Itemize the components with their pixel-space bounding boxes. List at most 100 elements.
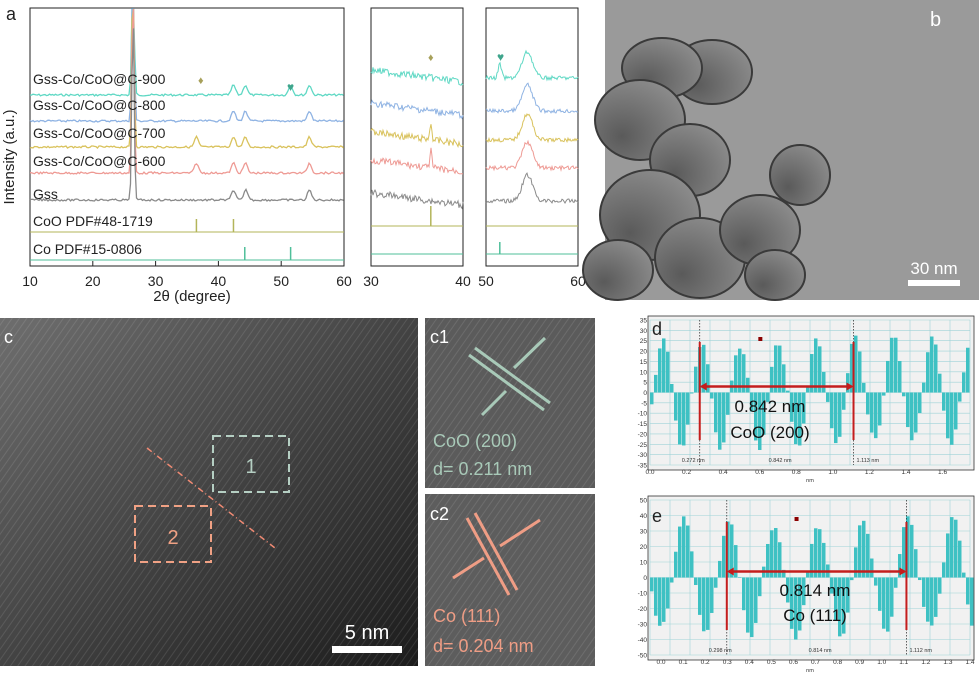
- profile-bar: [858, 525, 862, 578]
- profile-bar: [914, 392, 918, 433]
- profile-bar: [850, 343, 854, 393]
- y-tick-label: 0: [643, 575, 647, 582]
- profile-bar: [890, 577, 894, 617]
- profile-bar: [790, 577, 794, 629]
- x-tick-label: 0.9: [855, 659, 864, 666]
- profile-bar: [742, 577, 746, 611]
- series-label: Gss-Co/CoO@C-900: [33, 71, 166, 87]
- profile-bar: [794, 392, 798, 445]
- x-tick-label: 0.8: [833, 659, 842, 666]
- profile-bar: [934, 577, 938, 617]
- plane-label-c1: CoO (200): [433, 431, 517, 451]
- xrd-curve-4: [29, 28, 344, 202]
- x-tick-label: 0.1: [679, 659, 688, 666]
- x-tick-label: 60: [336, 273, 352, 289]
- profile-bar: [774, 345, 778, 393]
- profile-bar: [718, 560, 722, 578]
- profile-bar: [866, 392, 870, 415]
- profile-bar: [862, 382, 866, 393]
- profile-bar: [918, 392, 922, 414]
- profile-bar: [718, 392, 722, 450]
- profile-bar: [966, 347, 970, 393]
- profile-bar: [910, 524, 914, 578]
- profile-bar: [926, 577, 930, 622]
- x-tick-label: 0.2: [701, 659, 710, 666]
- y-tick-label: -20: [638, 606, 648, 613]
- profile-bar: [750, 577, 754, 638]
- panel-label-c1: c1: [430, 327, 449, 347]
- profile-bar: [798, 577, 802, 631]
- profile-bar: [690, 392, 694, 394]
- xrd-main-curves: [29, 8, 344, 261]
- panel-c1: c1 CoO (200) d= 0.211 nm: [425, 318, 595, 488]
- lattice-fringe-marker-c2: [452, 512, 541, 596]
- y-tick-label: -30: [638, 622, 648, 629]
- panel-label-b: b: [930, 9, 941, 31]
- y-tick-label: 10: [640, 560, 648, 567]
- profile-bar: [834, 392, 838, 444]
- profile-bar: [950, 392, 954, 445]
- xrd-zoom2-curves: [485, 49, 579, 255]
- region-label-1: 1: [245, 456, 256, 478]
- x-tick-label: 0.6: [789, 659, 798, 666]
- x-unit-label: nm: [806, 478, 814, 484]
- xrd-zoom2-curve-3: [485, 139, 579, 172]
- y-tick-label: 35: [640, 318, 648, 325]
- profile-bar: [706, 364, 710, 393]
- profile-bar: [906, 392, 910, 428]
- profile-e-plane: Co (111): [783, 606, 847, 625]
- x-tick-label: 1.0: [828, 469, 837, 476]
- profile-bar: [870, 558, 874, 578]
- line-profile-path: [146, 447, 276, 549]
- profile-bar: [766, 392, 770, 402]
- arrow-head-right: [899, 567, 907, 576]
- profile-bar: [806, 572, 810, 578]
- profile-bar: [682, 392, 686, 446]
- panel-d: 35 30 25 20 15 10 5 0 -5 -10 -15 -20 -25 -30 -350.0 0.2…: [638, 315, 975, 484]
- measure-caption: 0.814 nm: [809, 648, 832, 654]
- profile-bar: [894, 577, 898, 588]
- profile-bar: [702, 344, 706, 393]
- profile-bar: [810, 543, 814, 578]
- series-label: Co PDF#15-0806: [33, 241, 142, 257]
- profile-bar: [898, 360, 902, 393]
- profile-bar: [830, 577, 834, 594]
- profile-bar: [970, 577, 974, 626]
- profile-bar: [870, 392, 874, 433]
- series-label: Gss-Co/CoO@C-700: [33, 125, 166, 141]
- profile-d-plane: CoO (200): [730, 423, 809, 442]
- x-tick-label: 10: [22, 273, 38, 289]
- series-label: Gss: [33, 186, 58, 202]
- profile-bar: [690, 551, 694, 578]
- profile-bar: [822, 542, 826, 578]
- profile-bar: [778, 345, 782, 393]
- y-axis-label: Intensity (a.u.): [1, 109, 18, 204]
- series-label: Gss-Co/CoO@C-600: [33, 153, 166, 169]
- measure-caption: 1.112 nm: [909, 648, 932, 654]
- x-tick-label: 40: [211, 273, 227, 289]
- arrow-head-left: [726, 567, 734, 576]
- xrd-zoom2-curve-1: [485, 82, 579, 115]
- profile-bar: [962, 372, 966, 393]
- y-tick-label: 25: [640, 338, 648, 345]
- profile-bar: [722, 535, 726, 578]
- x-tick-label-zoom1: 40: [455, 273, 471, 289]
- profile-bar: [810, 354, 814, 393]
- co-marker-icon: ♥: [287, 80, 294, 94]
- profile-bar: [694, 577, 698, 586]
- measure-caption: 0.272 nm: [682, 458, 705, 464]
- d-spacing-c1: d= 0.211 nm: [433, 459, 532, 479]
- profile-bar: [854, 547, 858, 578]
- panel-label-e: e: [652, 506, 662, 526]
- profile-bar: [678, 392, 682, 445]
- profile-bar: [670, 383, 674, 393]
- profile-bar: [914, 549, 918, 578]
- plane-label-c2: Co (111): [433, 606, 500, 626]
- profile-bar: [850, 577, 854, 581]
- panel-a: a Intensity (a.u.) Gss-Co/CoO@C-900Gss-C…: [1, 4, 586, 305]
- profile-bar: [922, 577, 926, 607]
- profile-bar: [934, 344, 938, 393]
- profile-bar: [922, 382, 926, 393]
- profile-bar: [946, 392, 950, 439]
